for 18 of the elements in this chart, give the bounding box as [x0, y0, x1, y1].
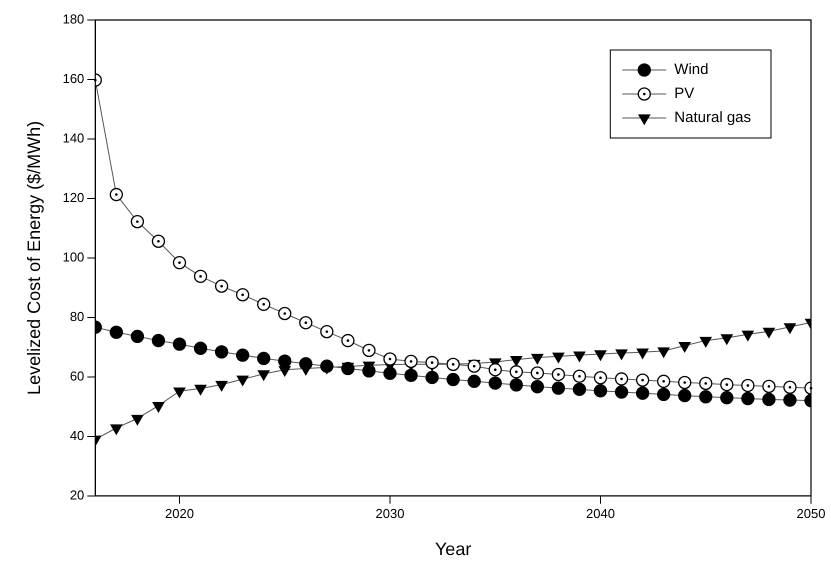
y-tick-label: 160 [62, 71, 84, 86]
y-tick-label: 120 [62, 190, 84, 206]
y-tick-label: 140 [62, 130, 84, 146]
x-tick-label: 2020 [165, 506, 194, 522]
x-tick-label: 2030 [376, 506, 404, 522]
y-tick-label: 180 [62, 12, 84, 27]
y-tick-label: 60 [70, 368, 84, 384]
y-tick-label: 100 [62, 249, 84, 264]
y-axis-title: Levelized Cost of Energy ($/MWh) [24, 120, 44, 395]
x-tick-label: 2040 [586, 506, 615, 522]
legend-label: Wind [674, 61, 708, 78]
x-axis-title: Year [434, 539, 472, 560]
legend-label: PV [674, 85, 694, 102]
x-tick-label: 2050 [796, 506, 826, 522]
legend-label: Natural gas [674, 109, 752, 126]
y-tick-label: 80 [70, 308, 84, 324]
y-tick-label: 20 [70, 487, 84, 502]
y-tick-label: 40 [70, 428, 84, 443]
